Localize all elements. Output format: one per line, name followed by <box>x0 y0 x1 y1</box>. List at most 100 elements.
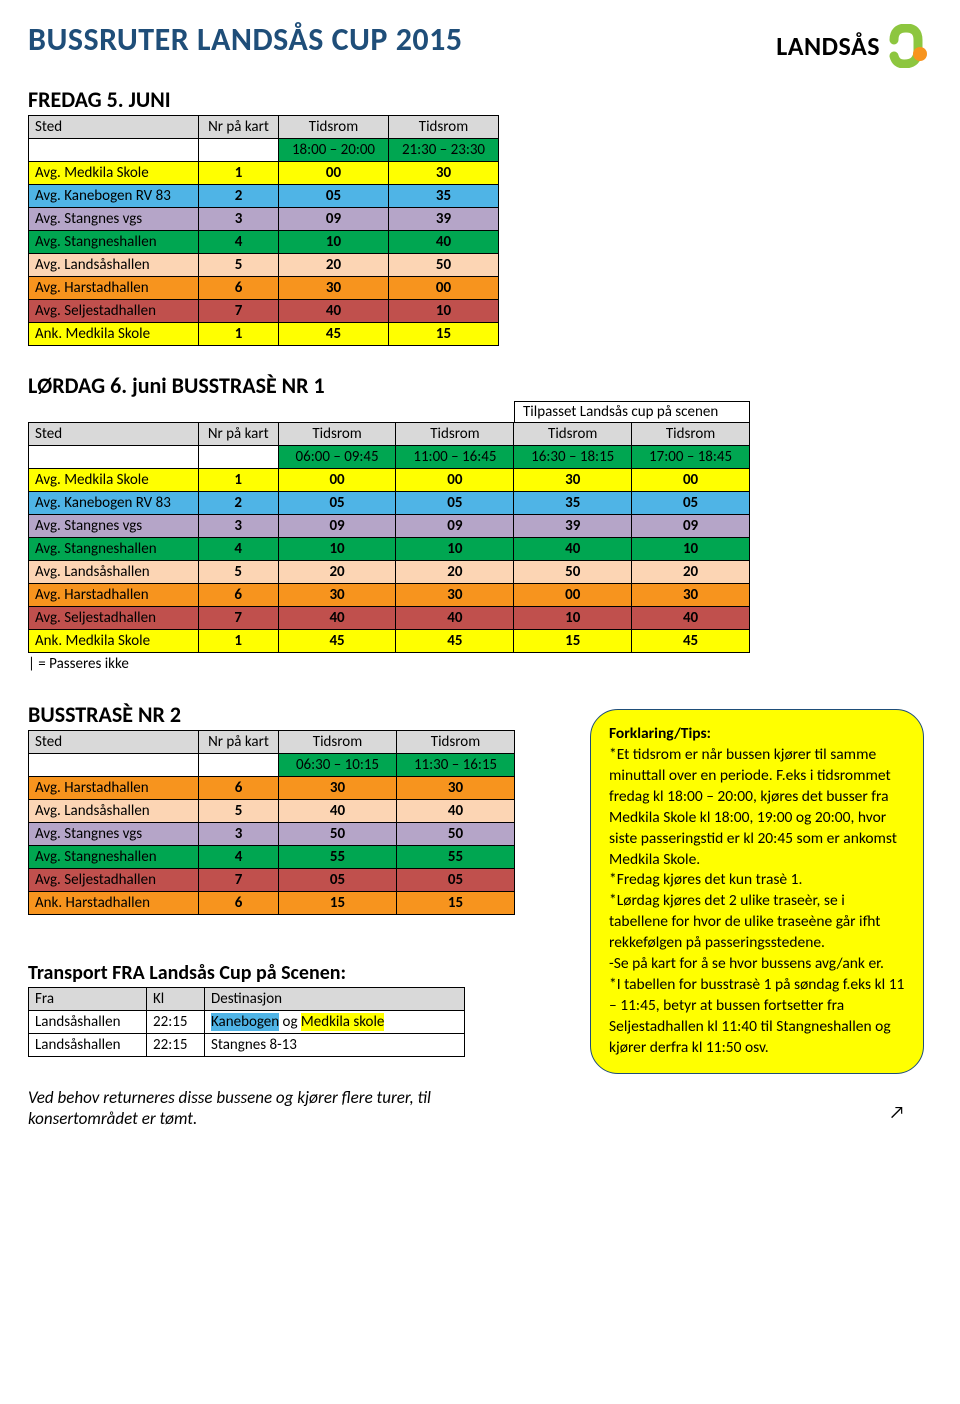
table-cell: 10 <box>632 538 750 561</box>
logo-icon <box>884 24 932 68</box>
col-header: Tidsrom <box>279 116 389 139</box>
table-cell: Ank. Medkila Skole <box>29 323 199 346</box>
table-cell: 6 <box>198 584 278 607</box>
table-cell: 05 <box>279 869 397 892</box>
time-cell <box>29 754 199 777</box>
table-cell: Avg. Landsåshallen <box>29 561 199 584</box>
table-cell: 00 <box>514 584 632 607</box>
table-cell: 6 <box>199 277 279 300</box>
table-cell: Avg. Seljestadhallen <box>29 300 199 323</box>
col-header: Sted <box>29 423 199 446</box>
callout-line: *I tabellen for busstrasè 1 på søndag f.… <box>609 975 904 1057</box>
time-cell: 16:30 – 18:15 <box>514 446 632 469</box>
table-cell: 15 <box>389 323 499 346</box>
table-cell: 4 <box>199 846 279 869</box>
tips-callout: Forklaring/Tips: *Et tidsrom er når buss… <box>590 709 924 1074</box>
table-cell: 3 <box>198 515 278 538</box>
table-cell: 7 <box>199 300 279 323</box>
table-cell: 00 <box>632 469 750 492</box>
table-cell: 3 <box>199 823 279 846</box>
table-cell: 40 <box>514 538 632 561</box>
table-cell: 50 <box>397 823 515 846</box>
table-cell: 30 <box>279 277 389 300</box>
table-cell: 40 <box>389 231 499 254</box>
table-cell: 05 <box>278 492 396 515</box>
table-cell: 39 <box>389 208 499 231</box>
col-header: Kl <box>147 988 205 1011</box>
table-cell: 55 <box>397 846 515 869</box>
page-title: BUSSRUTER LANDSÅS CUP 2015 <box>28 20 463 59</box>
table-cell: 10 <box>396 538 514 561</box>
lordag1-heading: LØRDAG 6. juni BUSSTRASÈ NR 1 <box>28 372 932 399</box>
callout-line: *Lørdag kjøres det 2 ulike traseèr, se i… <box>609 891 880 952</box>
table-cell: 5 <box>199 800 279 823</box>
table-cell: 2 <box>199 185 279 208</box>
table-cell: Avg. Stangnes vgs <box>29 515 199 538</box>
table-cell: 15 <box>397 892 515 915</box>
table-cell: 4 <box>198 538 278 561</box>
table-cell: 40 <box>396 607 514 630</box>
col-header: Tidsrom <box>279 731 397 754</box>
time-cell: 17:00 – 18:45 <box>632 446 750 469</box>
col-header: Nr på kart <box>198 423 278 446</box>
table-cell: Avg. Stangneshallen <box>29 538 199 561</box>
table-cell: 30 <box>278 584 396 607</box>
table-cell: 30 <box>279 777 397 800</box>
col-header: Tidsrom <box>396 423 514 446</box>
fredag-table-wrap: StedNr på kartTidsromTidsrom18:00 – 20:0… <box>28 115 932 346</box>
table-cell: Avg. Harstadhallen <box>29 777 199 800</box>
table-cell: 00 <box>396 469 514 492</box>
time-cell: 11:00 – 16:45 <box>396 446 514 469</box>
table-cell: Kanebogen og Medkila skole <box>205 1011 465 1034</box>
col-header: Tidsrom <box>278 423 396 446</box>
table-cell: Ank. Medkila Skole <box>29 630 199 653</box>
table-cell: 45 <box>632 630 750 653</box>
time-cell: 06:30 – 10:15 <box>279 754 397 777</box>
table-cell: 50 <box>279 823 397 846</box>
footnote: Ved behov returneres disse bussene og kj… <box>28 1087 488 1129</box>
table-cell: 05 <box>396 492 514 515</box>
time-cell <box>199 139 279 162</box>
table-cell: 09 <box>396 515 514 538</box>
table-cell: 22:15 <box>147 1034 205 1057</box>
table-cell: 1 <box>199 323 279 346</box>
table-cell: 50 <box>389 254 499 277</box>
callout-title: Forklaring/Tips: <box>609 724 711 743</box>
table-cell: 30 <box>389 162 499 185</box>
logo-text: LANDSÅS <box>776 30 880 62</box>
table-cell: Avg. Stangneshallen <box>29 231 199 254</box>
table-cell: 50 <box>514 561 632 584</box>
table-cell: 09 <box>278 515 396 538</box>
table-cell: 7 <box>198 607 278 630</box>
table-cell: Avg. Harstadhallen <box>29 584 199 607</box>
table-cell: 40 <box>632 607 750 630</box>
table-cell: Landsåshallen <box>29 1011 147 1034</box>
table-cell: Ank. Harstadhallen <box>29 892 199 915</box>
table-cell: Stangnes 8-13 <box>205 1034 465 1057</box>
table-cell: 20 <box>396 561 514 584</box>
col-header: Tidsrom <box>514 423 632 446</box>
table-cell: 3 <box>199 208 279 231</box>
table-cell: 09 <box>279 208 389 231</box>
time-cell: 21:30 – 23:30 <box>389 139 499 162</box>
table-cell: Avg. Stangnes vgs <box>29 208 199 231</box>
table-cell: 30 <box>632 584 750 607</box>
table-cell: Avg. Stangnes vgs <box>29 823 199 846</box>
col-header: Tidsrom <box>632 423 750 446</box>
table-cell: 05 <box>632 492 750 515</box>
table-cell: 6 <box>199 892 279 915</box>
col-header: Destinasjon <box>205 988 465 1011</box>
lordag1-table-wrap: Tilpasset Landsås cup på scenenStedNr på… <box>28 401 932 653</box>
table-cell: 45 <box>396 630 514 653</box>
table-cell: 22:15 <box>147 1011 205 1034</box>
table-cell: 20 <box>278 561 396 584</box>
table-cell: 5 <box>199 254 279 277</box>
fredag-heading: FREDAG 5. JUNI <box>28 86 932 113</box>
table-cell: 2 <box>198 492 278 515</box>
table-cell: Avg. Medkila Skole <box>29 162 199 185</box>
table-cell: 30 <box>514 469 632 492</box>
table-cell: Landsåshallen <box>29 1034 147 1057</box>
table-cell: 05 <box>279 185 389 208</box>
table-cell: 05 <box>397 869 515 892</box>
time-cell: 06:00 – 09:45 <box>278 446 396 469</box>
